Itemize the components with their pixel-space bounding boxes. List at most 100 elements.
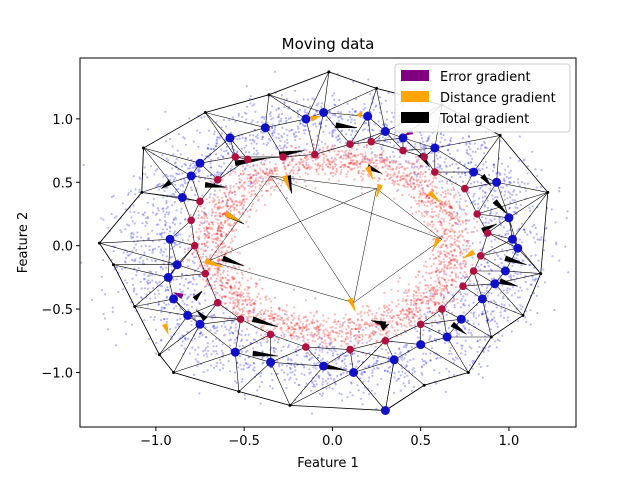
- data-point: [156, 282, 159, 285]
- data-point: [451, 229, 455, 232]
- data-point: [277, 338, 280, 341]
- data-point: [404, 185, 407, 189]
- data-point: [229, 197, 232, 200]
- data-point: [223, 302, 226, 305]
- data-point: [164, 213, 167, 216]
- data-point: [217, 248, 220, 251]
- data-point: [482, 163, 485, 166]
- data-point: [260, 116, 263, 119]
- data-point: [174, 241, 177, 244]
- data-point: [465, 240, 468, 243]
- data-point: [453, 221, 456, 224]
- data-point: [166, 317, 169, 320]
- data-point: [382, 159, 385, 162]
- data-point: [475, 287, 478, 291]
- data-point: [322, 319, 325, 322]
- data-point: [423, 295, 426, 298]
- data-point: [436, 309, 439, 312]
- data-point: [246, 339, 249, 342]
- data-point: [318, 328, 321, 332]
- data-point: [298, 168, 301, 172]
- data-point: [500, 190, 503, 194]
- data-point: [286, 373, 289, 376]
- data-point: [348, 149, 351, 152]
- data-point: [211, 223, 215, 226]
- data-point: [180, 211, 183, 214]
- data-point: [472, 230, 475, 234]
- data-point: [259, 169, 263, 172]
- data-point: [448, 352, 451, 355]
- data-point: [237, 287, 240, 291]
- data-point: [508, 180, 511, 183]
- data-point: [349, 121, 353, 124]
- data-point: [131, 250, 134, 253]
- data-point: [495, 346, 498, 349]
- data-point: [381, 314, 384, 317]
- data-point: [450, 278, 453, 281]
- data-point: [385, 314, 388, 317]
- data-point: [325, 163, 328, 166]
- data-point: [266, 168, 269, 171]
- data-point: [369, 147, 372, 150]
- data-point: [517, 289, 520, 292]
- data-point: [320, 140, 323, 143]
- data-point: [433, 210, 436, 213]
- data-point: [533, 279, 536, 282]
- data-point: [317, 164, 320, 167]
- data-point: [290, 337, 294, 340]
- data-point: [412, 172, 416, 175]
- data-point: [476, 147, 479, 150]
- data-point: [212, 350, 215, 353]
- data-point: [224, 286, 227, 289]
- data-point: [445, 273, 448, 276]
- data-point: [252, 184, 255, 187]
- data-point: [352, 162, 355, 165]
- data-point: [203, 221, 206, 224]
- data-point: [299, 137, 302, 141]
- data-point: [340, 116, 343, 119]
- data-point: [538, 238, 541, 241]
- data-point: [303, 156, 307, 160]
- data-point: [274, 167, 277, 170]
- data-point: [279, 139, 282, 142]
- data-point: [217, 260, 220, 263]
- data-point: [106, 328, 109, 331]
- data-point: [435, 292, 438, 295]
- data-point: [355, 160, 358, 163]
- data-point: [444, 209, 447, 212]
- data-point: [243, 198, 246, 201]
- data-point: [305, 320, 308, 323]
- data-point: [249, 166, 252, 169]
- data-point: [134, 258, 137, 261]
- data-point: [397, 370, 400, 373]
- data-point: [205, 214, 208, 218]
- data-point: [345, 335, 348, 338]
- data-point: [327, 334, 330, 337]
- data-point: [452, 248, 456, 251]
- data-point: [307, 166, 310, 169]
- data-point: [243, 111, 247, 114]
- data-point: [437, 250, 440, 253]
- data-point: [387, 321, 390, 324]
- data-point: [198, 131, 202, 134]
- data-point: [450, 212, 453, 215]
- data-point: [354, 162, 358, 165]
- data-point: [423, 151, 426, 154]
- data-point: [143, 278, 146, 281]
- data-point: [204, 234, 207, 237]
- data-point: [421, 302, 424, 305]
- data-point: [450, 250, 453, 253]
- data-point: [432, 253, 435, 256]
- data-point: [270, 178, 273, 181]
- data-point: [228, 174, 231, 177]
- data-point: [285, 364, 288, 367]
- data-point: [301, 164, 304, 167]
- data-point: [471, 157, 474, 160]
- data-point: [431, 201, 434, 205]
- data-point: [234, 120, 237, 123]
- data-point: [265, 189, 268, 192]
- data-point: [235, 228, 238, 231]
- data-point: [146, 237, 149, 241]
- data-point: [208, 232, 211, 235]
- data-point: [273, 319, 276, 322]
